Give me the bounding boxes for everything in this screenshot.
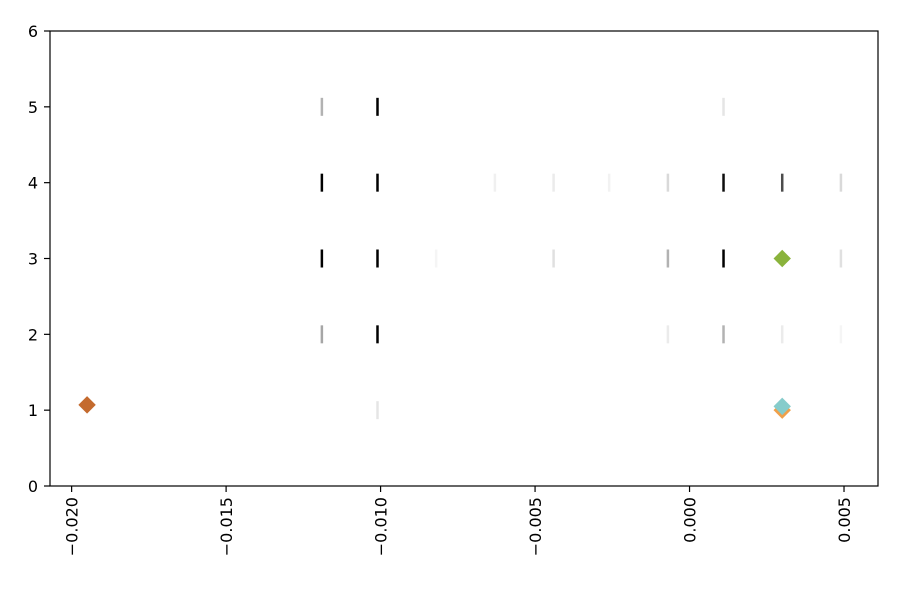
x-tick-label: −0.020: [63, 497, 82, 556]
x-axis: −0.020 −0.015 −0.010 −0.005 0.000 0.005: [63, 486, 854, 556]
data-point-diamond-mark: [78, 396, 96, 414]
y-tick-label: 5: [28, 98, 38, 117]
y-axis: 0 1 2 3 4 5 6: [28, 22, 50, 496]
x-tick-label: −0.010: [372, 497, 391, 556]
x-tick-label: −0.005: [526, 497, 545, 556]
data-point-diamond-mark: [773, 397, 791, 416]
y-tick-label: 3: [28, 250, 38, 269]
y-tick-label: 0: [28, 477, 38, 496]
y-tick-label: 2: [28, 325, 38, 344]
x-tick-label: 0.000: [681, 497, 700, 543]
y-tick-label: 1: [28, 401, 38, 420]
data-point-diamond-mark: [773, 249, 791, 268]
x-tick-label: 0.005: [835, 497, 854, 543]
data-marks: [78, 97, 843, 420]
plot-area-frame: [49, 30, 879, 487]
y-tick-label: 4: [28, 174, 38, 193]
x-tick-label: −0.015: [217, 497, 236, 556]
y-tick-label: 6: [28, 22, 38, 41]
